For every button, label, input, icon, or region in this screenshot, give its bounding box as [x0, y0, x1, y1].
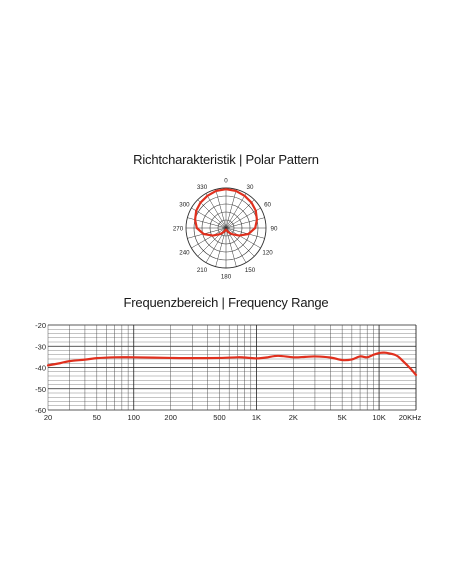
polar-angle-label: 180 — [221, 274, 232, 281]
polar-spoke — [225, 227, 261, 249]
polar-spoke — [191, 227, 227, 249]
polar-angle-label: 210 — [197, 267, 208, 274]
polar-angle-label: 330 — [197, 184, 208, 191]
polar-series — [193, 188, 259, 237]
frequency-x-tick-label: 100 — [127, 413, 140, 422]
frequency-series — [46, 351, 418, 377]
frequency-y-tick-label: -60 — [35, 406, 46, 415]
frequency-x-tick-label: 5K — [338, 413, 347, 422]
frequency-x-tick-label: 50 — [93, 413, 101, 422]
polar-spoke — [225, 189, 237, 229]
polar-angle-labels: 0 30 60 90 120 150 180 210 240 270 300 330 — [173, 178, 278, 281]
frequency-response-line — [46, 351, 418, 377]
frequency-x-tick-label: 20 — [44, 413, 52, 422]
frequency-x-tick-label: 200 — [164, 413, 177, 422]
frequency-y-tick-labels: -20 -30 -40 -50 -60 — [35, 321, 46, 415]
polar-chart-title: Richtcharakteristik | Polar Pattern — [133, 152, 319, 167]
polar-spoke — [187, 217, 227, 229]
polar-spoke — [225, 227, 265, 239]
frequency-y-tick-label: -40 — [35, 364, 46, 373]
polar-angle-label: 60 — [264, 202, 271, 209]
frequency-x-tick-label: 10K — [372, 413, 385, 422]
polar-spoke — [225, 199, 255, 229]
polar-angle-label: 90 — [271, 226, 278, 233]
polar-spoke — [205, 193, 227, 229]
frequency-x-tick-label: 2K — [289, 413, 298, 422]
frequency-x-tick-label: 1K — [252, 413, 261, 422]
polar-angle-label: 300 — [179, 202, 190, 209]
frequency-chart-title: Frequenzbereich | Frequency Range — [123, 295, 329, 310]
polar-spoke — [225, 227, 237, 267]
polar-angle-label: 150 — [245, 267, 256, 274]
frequency-y-tick-label: -30 — [35, 342, 46, 351]
polar-spoke — [215, 227, 227, 267]
polar-spoke — [225, 217, 265, 229]
polar-spoke — [225, 193, 247, 229]
polar-spoke — [197, 199, 227, 229]
frequency-y-tick-label: -50 — [35, 385, 46, 394]
polar-pattern-line — [193, 188, 259, 237]
frequency-x-tick-labels: 20 50 100 200 500 1K 2K 5K 10K 20KHz — [44, 413, 422, 422]
frequency-y-tick-label: -20 — [35, 321, 46, 330]
polar-spoke — [215, 189, 227, 229]
polar-angle-label: 120 — [262, 250, 273, 257]
polar-angle-label: 0 — [224, 178, 228, 185]
polar-angle-label: 30 — [247, 184, 254, 191]
polar-angle-label: 240 — [179, 250, 190, 257]
polar-spoke — [187, 227, 227, 239]
frequency-grid — [47, 324, 417, 411]
frequency-x-tick-label: 500 — [213, 413, 226, 422]
frequency-x-tick-label: 20KHz — [399, 413, 422, 422]
polar-angle-label: 270 — [173, 226, 184, 233]
